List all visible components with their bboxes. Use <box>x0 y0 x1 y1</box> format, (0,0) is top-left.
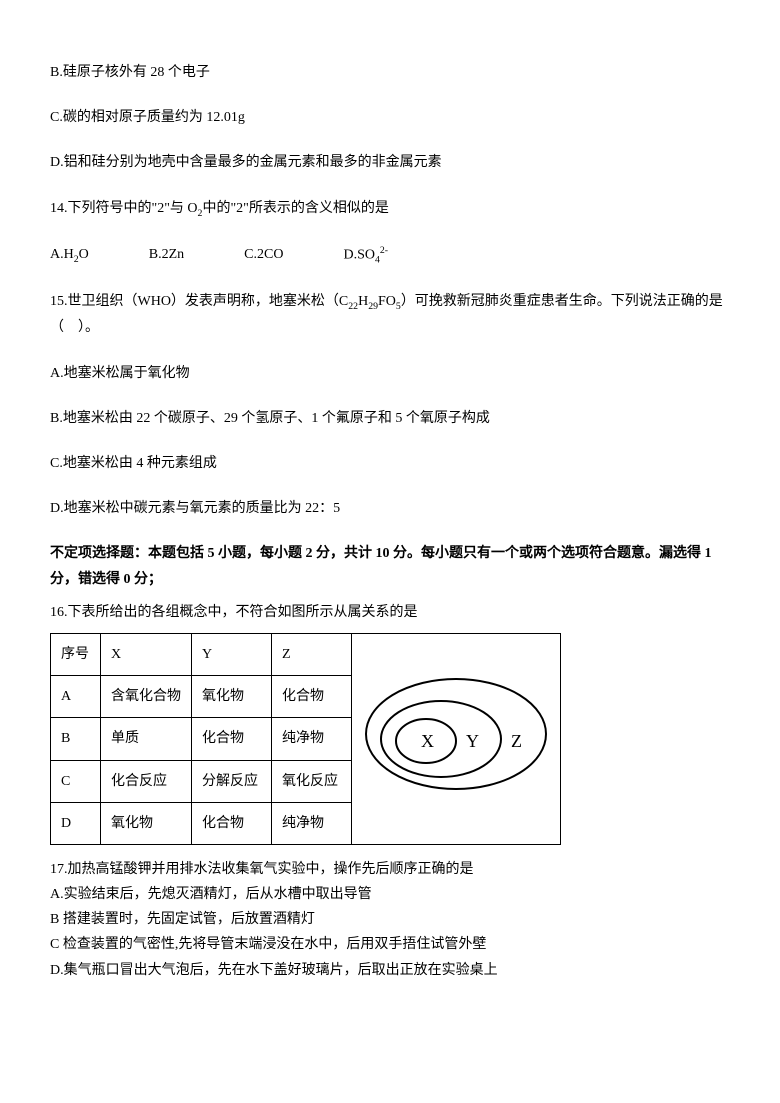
cell: 纯净物 <box>272 802 352 844</box>
concept-table: 序号 X Y Z X Y Z A 含氧化合物 氧化物 化合物 B <box>50 633 561 845</box>
venn-diagram-cell: X Y Z <box>352 633 561 844</box>
question-14-stem: 14.下列符号中的"2"与 O2中的"2"所表示的含义相似的是 <box>50 196 730 222</box>
label-y: Y <box>466 731 479 751</box>
cell: 氧化物 <box>101 802 192 844</box>
cell: 化合反应 <box>101 760 192 802</box>
option-c: C.2CO <box>244 242 283 269</box>
cell: 化合物 <box>272 676 352 718</box>
option-b: B.地塞米松由 22 个碳原子、29 个氢原子、1 个氟原子和 5 个氧原子构成 <box>50 406 730 431</box>
cell: A <box>51 676 101 718</box>
section-instruction: 不定项选择题：本题包括 5 小题，每小题 2 分，共计 10 分。每小题只有一个… <box>50 541 730 591</box>
header-cell: Y <box>192 633 272 675</box>
option-c: C 检查装置的气密性,先将导管末端浸没在水中，后用双手捂住试管外壁 <box>50 932 730 957</box>
text: B.硅原子核外有 28 个电子 <box>50 65 210 80</box>
option-a: A.地塞米松属于氧化物 <box>50 361 730 386</box>
text: D.铝和硅分别为地壳中含量最多的金属元素和最多的非金属元素 <box>50 155 442 170</box>
cell: 纯净物 <box>272 718 352 760</box>
option-b-line: B.硅原子核外有 28 个电子 <box>50 60 730 85</box>
option-b: B 搭建装置时，先固定试管，后放置酒精灯 <box>50 907 730 932</box>
cell: B <box>51 718 101 760</box>
cell: D <box>51 802 101 844</box>
cell: 含氧化合物 <box>101 676 192 718</box>
question-17-stem: 17.加热高锰酸钾并用排水法收集氧气实验中，操作先后顺序正确的是 <box>50 857 730 882</box>
option-d: D.SO42- <box>343 242 388 269</box>
header-cell: X <box>101 633 192 675</box>
header-cell: 序号 <box>51 633 101 675</box>
cell: 分解反应 <box>192 760 272 802</box>
label-x: X <box>421 731 434 751</box>
option-a: A.实验结束后，先熄灭酒精灯，后从水槽中取出导管 <box>50 882 730 907</box>
option-c-line: C.碳的相对原子质量约为 12.01g <box>50 105 730 130</box>
table-header-row: 序号 X Y Z X Y Z <box>51 633 561 675</box>
label-z: Z <box>511 731 522 751</box>
cell: 化合物 <box>192 718 272 760</box>
option-d-line: D.铝和硅分别为地壳中含量最多的金属元素和最多的非金属元素 <box>50 150 730 175</box>
text: 14.下列符号中的"2"与 O <box>50 201 198 216</box>
option-a: A.H2O <box>50 242 89 269</box>
question-16-stem: 16.下表所给出的各组概念中，不符合如图所示从属关系的是 <box>50 600 730 625</box>
option-d: D.地塞米松中碳元素与氧元素的质量比为 22：5 <box>50 496 730 521</box>
header-cell: Z <box>272 633 352 675</box>
text: C.碳的相对原子质量约为 12.01g <box>50 110 245 125</box>
text: 中的"2"所表示的含义相似的是 <box>202 201 388 216</box>
option-b: B.2Zn <box>149 242 184 269</box>
venn-diagram-icon: X Y Z <box>356 669 556 799</box>
option-d: D.集气瓶口冒出大气泡后，先在水下盖好玻璃片，后取出正放在实验桌上 <box>50 958 730 983</box>
option-c: C.地塞米松由 4 种元素组成 <box>50 451 730 476</box>
cell: 化合物 <box>192 802 272 844</box>
question-16-content: 序号 X Y Z X Y Z A 含氧化合物 氧化物 化合物 B <box>50 633 730 845</box>
cell: 氧化物 <box>192 676 272 718</box>
question-14-options: A.H2O B.2Zn C.2CO D.SO42- <box>50 242 730 269</box>
cell: 氧化反应 <box>272 760 352 802</box>
cell: 单质 <box>101 718 192 760</box>
question-15-stem: 15.世卫组织（WHO）发表声明称，地塞米松（C22H29FO5）可挽救新冠肺炎… <box>50 289 730 341</box>
cell: C <box>51 760 101 802</box>
